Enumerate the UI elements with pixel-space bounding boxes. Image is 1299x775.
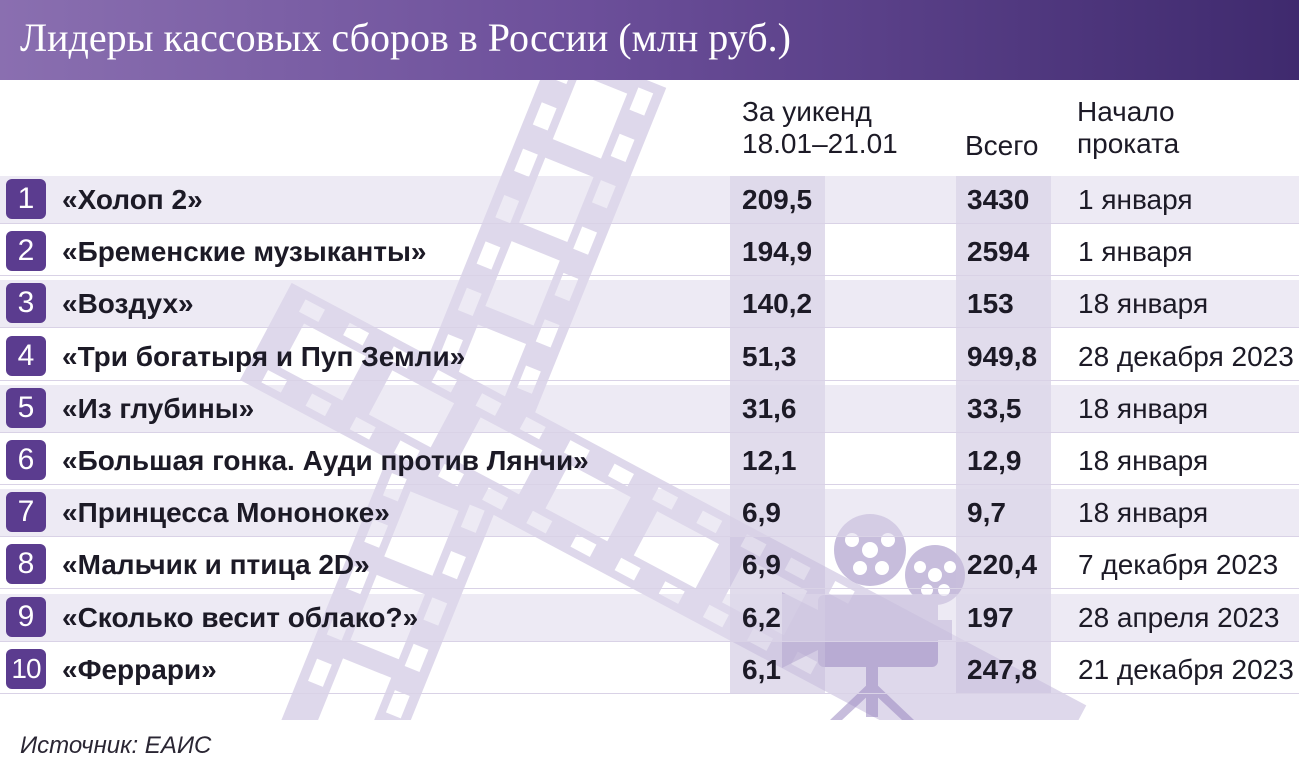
weekend-gross: 6,2 bbox=[742, 601, 781, 633]
film-title: «Большая гонка. Ауди против Лянчи» bbox=[62, 444, 589, 476]
table-row: 7 «Принцесса Мононоке» 6,9 9,7 18 января bbox=[0, 489, 1299, 538]
film-title: «Принцесса Мононоке» bbox=[62, 497, 390, 529]
start-header-line2: проката bbox=[1077, 128, 1180, 159]
rank-badge: 3 bbox=[6, 283, 46, 324]
release-date: 18 января bbox=[1078, 392, 1209, 424]
week-header-line1: За уикенд bbox=[742, 96, 872, 127]
total-gross: 153 bbox=[967, 288, 1014, 320]
week-column-header: За уикенд 18.01–21.01 bbox=[742, 96, 898, 160]
film-title: «Холоп 2» bbox=[62, 184, 203, 215]
total-gross: 12,9 bbox=[967, 444, 1022, 476]
start-header-line1: Начало bbox=[1077, 96, 1175, 127]
total-gross: 197 bbox=[967, 601, 1014, 633]
week-header-line2: 18.01–21.01 bbox=[742, 128, 898, 159]
release-date: 18 января bbox=[1078, 497, 1209, 529]
release-date: 18 января bbox=[1078, 444, 1209, 476]
film-title: «Воздух» bbox=[62, 288, 194, 320]
total-gross: 220,4 bbox=[967, 549, 1038, 581]
table-row: 8 «Мальчик и птица 2D» 6,9 220,4 7 декаб… bbox=[0, 541, 1299, 590]
table-row: 1 «Холоп 2» 209,5 3430 1 января bbox=[0, 176, 1299, 224]
table-row: 4 «Три богатыря и Пуп Земли» 51,3 949,8 … bbox=[0, 333, 1299, 381]
table-row: 5 «Из глубины» 31,6 33,5 18 января bbox=[0, 384, 1299, 433]
rank-badge: 5 bbox=[6, 387, 46, 428]
weekend-gross: 209,5 bbox=[742, 184, 813, 215]
film-title: «Из глубины» bbox=[62, 392, 255, 424]
release-date: 1 января bbox=[1078, 184, 1193, 215]
total-gross: 33,5 bbox=[967, 392, 1022, 424]
table-row: 2 «Бременские музыканты» 194,9 2594 1 ян… bbox=[0, 228, 1299, 277]
film-title: «Феррари» bbox=[62, 653, 217, 685]
box-office-table: 1 «Холоп 2» 209,5 3430 1 января 2 «Бреме… bbox=[0, 176, 1299, 698]
film-title: «Три богатыря и Пуп Земли» bbox=[62, 340, 466, 372]
film-title: «Бременские музыканты» bbox=[62, 236, 427, 268]
header-bar: Лидеры кассовых сборов в России (млн руб… bbox=[0, 0, 1299, 80]
total-gross: 247,8 bbox=[967, 653, 1038, 685]
release-date: 1 января bbox=[1078, 236, 1193, 268]
source-note: Источник: ЕАИС bbox=[20, 732, 212, 759]
weekend-gross: 31,6 bbox=[742, 392, 797, 424]
film-title: «Сколько весит облако?» bbox=[62, 601, 419, 633]
rank-badge: 7 bbox=[6, 492, 46, 533]
release-date: 28 апреля 2023 bbox=[1078, 601, 1280, 633]
release-date: 7 декабря 2023 bbox=[1078, 549, 1279, 581]
weekend-gross: 140,2 bbox=[742, 288, 813, 320]
release-date: 18 января bbox=[1078, 288, 1209, 320]
release-date: 28 декабря 2023 bbox=[1078, 340, 1294, 372]
weekend-gross: 6,1 bbox=[742, 653, 781, 685]
total-gross: 2594 bbox=[967, 236, 1030, 268]
release-date: 21 декабря 2023 bbox=[1078, 653, 1294, 685]
total-gross: 3430 bbox=[967, 184, 1030, 215]
weekend-gross: 6,9 bbox=[742, 497, 781, 529]
weekend-gross: 194,9 bbox=[742, 236, 813, 268]
page-title: Лидеры кассовых сборов в России (млн руб… bbox=[20, 15, 791, 60]
start-column-header: Начало проката bbox=[1077, 96, 1179, 160]
rank-badge: 6 bbox=[6, 439, 46, 480]
weekend-gross: 6,9 bbox=[742, 549, 781, 581]
rank-badge: 8 bbox=[6, 544, 46, 585]
table-row: 6 «Большая гонка. Ауди против Лянчи» 12,… bbox=[0, 437, 1299, 485]
table-row: 9 «Сколько весит облако?» 6,2 197 28 апр… bbox=[0, 593, 1299, 642]
total-gross: 949,8 bbox=[967, 340, 1038, 372]
rank-badge: 9 bbox=[6, 596, 46, 637]
rank-badge: 1 bbox=[6, 179, 46, 219]
total-gross: 9,7 bbox=[967, 497, 1006, 529]
rank-badge: 4 bbox=[6, 335, 46, 376]
total-column-header: Всего bbox=[965, 130, 1039, 161]
rank-badge: 2 bbox=[6, 231, 46, 272]
table-row: 3 «Воздух» 140,2 153 18 января bbox=[0, 280, 1299, 329]
rank-badge: 10 bbox=[6, 648, 46, 689]
weekend-gross: 12,1 bbox=[742, 444, 797, 476]
film-title: «Мальчик и птица 2D» bbox=[62, 549, 370, 581]
table-row: 10 «Феррари» 6,1 247,8 21 декабря 2023 bbox=[0, 646, 1299, 694]
weekend-gross: 51,3 bbox=[742, 340, 797, 372]
